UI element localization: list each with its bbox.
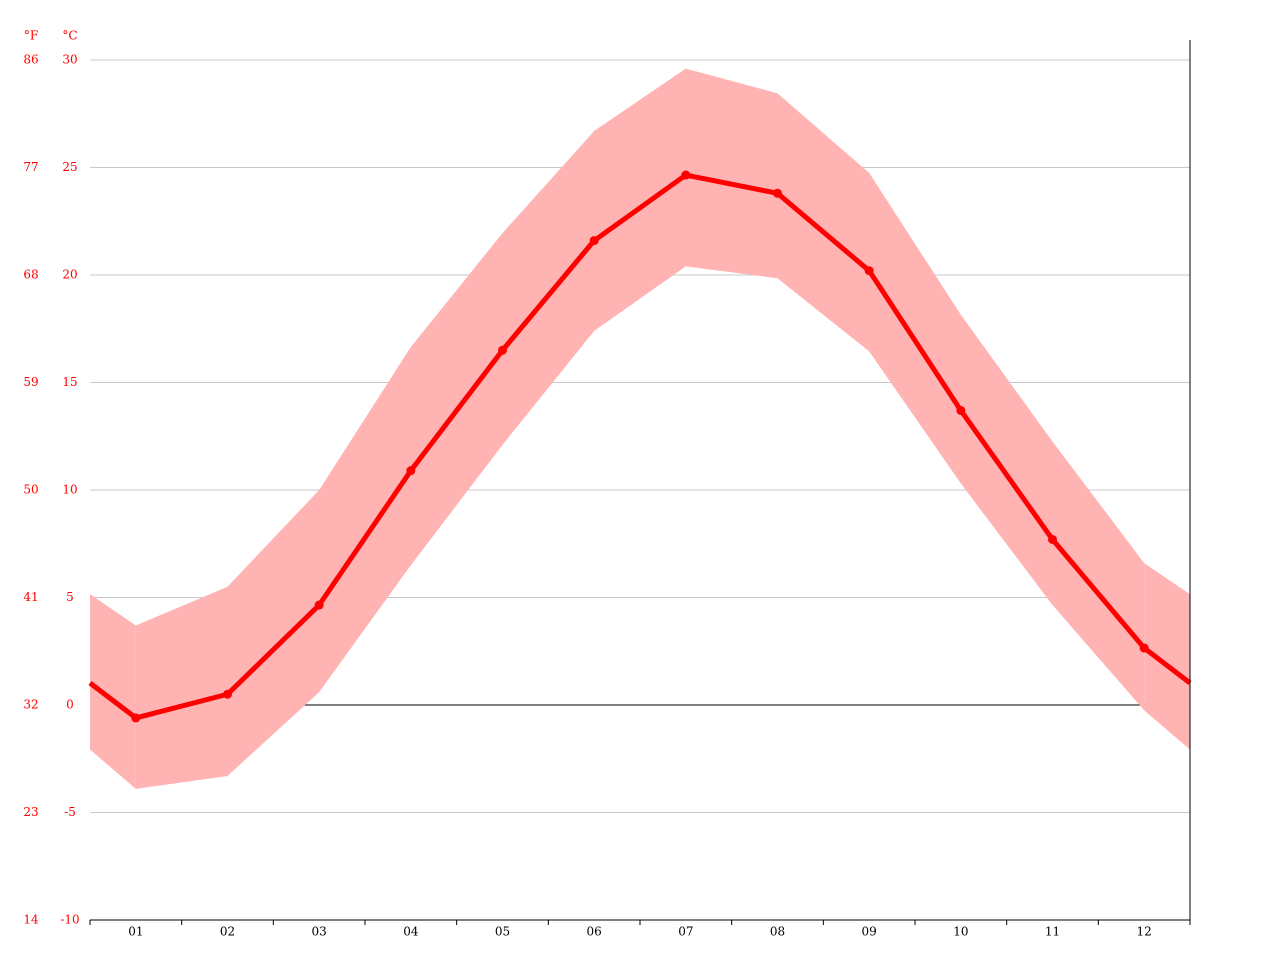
y2-axis-label: °F (24, 29, 38, 43)
y2-tick-label: 23 (23, 805, 38, 819)
x-tick-label: 09 (862, 925, 877, 939)
y2-tick-label: 68 (23, 268, 38, 282)
x-tick-label: 10 (953, 925, 968, 939)
y-tick-label: -5 (64, 805, 76, 819)
y-tick-label: 15 (62, 375, 77, 389)
point (864, 266, 874, 276)
x-tick-label: 03 (312, 925, 327, 939)
y2-tick-label: 50 (23, 483, 38, 497)
y-tick-label: 30 (62, 53, 77, 67)
y2-tick-label: 77 (23, 160, 38, 174)
line-edge (1142, 646, 1192, 685)
y-tick-label: 10 (62, 483, 77, 497)
point (589, 236, 599, 246)
point (223, 689, 232, 699)
point (131, 713, 141, 723)
point (1048, 534, 1057, 544)
point (773, 188, 782, 198)
point (406, 466, 416, 476)
y-tick-label: 20 (62, 268, 77, 282)
point (498, 345, 507, 355)
point (681, 170, 691, 180)
x-tick-label: 02 (220, 925, 235, 939)
y-axis-label: °C (62, 29, 77, 43)
y2-tick-label: 32 (23, 698, 38, 712)
y-tick-label: 5 (66, 590, 74, 604)
x-tick-label: 11 (1045, 925, 1060, 939)
x-tick-label: 07 (678, 925, 693, 939)
y-tick-label: -10 (60, 913, 79, 927)
point (956, 405, 966, 415)
x-tick-label: 06 (587, 925, 602, 939)
range-area (135, 68, 1145, 789)
range-area-edge (90, 594, 136, 789)
x-tick-label: 04 (403, 925, 419, 939)
y-tick-label: 0 (66, 698, 74, 712)
y2-tick-label: 59 (23, 375, 38, 389)
point (1139, 643, 1149, 653)
range-area-edge (1144, 563, 1190, 750)
y-tick-label: 25 (62, 160, 77, 174)
x-tick-label: 05 (495, 925, 510, 939)
y2-tick-label: 14 (23, 913, 39, 927)
line-edge (88, 680, 138, 720)
y2-tick-label: 86 (23, 53, 38, 67)
x-tick-label: 08 (770, 925, 785, 939)
x-tick-label: 12 (1137, 925, 1152, 939)
x-tick-label: 01 (128, 925, 143, 939)
line (135, 172, 1147, 721)
y2-tick-label: 41 (23, 590, 38, 604)
point (314, 600, 324, 610)
